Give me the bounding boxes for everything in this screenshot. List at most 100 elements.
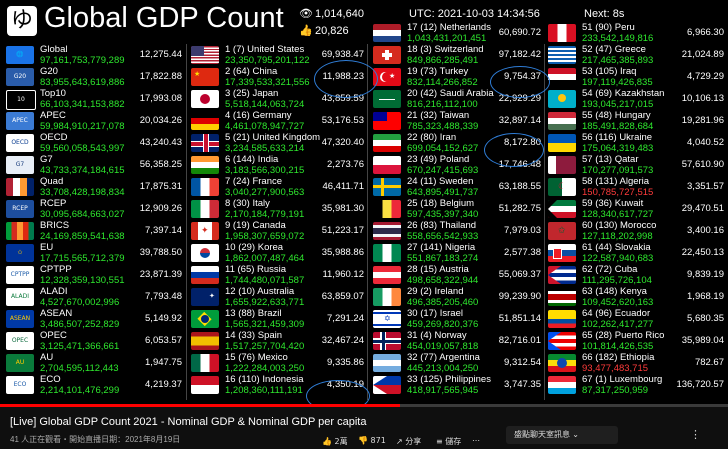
country-rank-name: 10 (29) Korea — [225, 242, 284, 253]
nominal-gdp-value: 459,269,820,376 — [407, 319, 479, 330]
gdp-per-capita-value: 43,859.59 — [321, 93, 364, 104]
like-button[interactable]: 👍 2萬 — [322, 437, 348, 446]
nominal-gdp-value: 97,161,753,779,289 — [40, 55, 125, 66]
country-rank-name: 21 (32) Taiwan — [407, 110, 470, 121]
gdp-per-capita-value: 3,351.57 — [687, 181, 724, 192]
country-rank-name: 13 (88) Brazil — [225, 308, 282, 319]
gdp-per-capita-value: 4,219.37 — [145, 379, 182, 390]
flag-pr-icon — [548, 332, 576, 350]
dislike-button[interactable]: 👎 871 — [358, 436, 386, 445]
nominal-gdp-value: 5,518,144,063,724 — [225, 99, 305, 110]
gdp-per-capita-value: 1,968.19 — [687, 291, 724, 302]
country-row: 64 (96) Ecuador 102,262,417,277 5,680.35 — [548, 308, 724, 330]
flag-il-icon: ✡ — [373, 310, 401, 328]
more-actions-button[interactable]: ⋯ — [472, 436, 480, 445]
gdp-per-capita-value: 29,470.51 — [681, 203, 724, 214]
stream-title: Global GDP Count — [44, 2, 284, 34]
gdp-per-capita-value: 39,788.50 — [139, 247, 182, 258]
country-row: 28 (15) Austria 498,658,322,944 55,069.37 — [373, 264, 541, 286]
flag-tr-icon: ★ — [373, 68, 401, 86]
country-row: 27 (141) Nigeria 551,867,183,274 2,577.38 — [373, 242, 541, 264]
country-rank-name: 8 (30) Italy — [225, 198, 270, 209]
flag-br-icon — [191, 310, 219, 328]
flag-kr-icon — [191, 244, 219, 262]
group-name: OECD — [40, 132, 68, 143]
nominal-gdp-value: 233,542,149,816 — [582, 33, 654, 44]
save-button[interactable]: ≡ 儲存 — [436, 437, 462, 446]
country-rank-name: 11 (65) Russia — [225, 264, 287, 275]
chat-filter-select[interactable]: 盛點聊天室訊息 ⌄ — [506, 426, 618, 444]
country-rank-name: 60 (130) Morocco — [582, 220, 657, 231]
flag-sk-icon — [548, 244, 576, 262]
country-row: 7 (24) France 3,040,277,900,563 46,411.71 — [191, 176, 364, 198]
gdp-per-capita-value: 23,871.39 — [139, 269, 182, 280]
nominal-gdp-value: 175,064,319,483 — [582, 143, 654, 154]
nominal-gdp-value: 1,565,321,459,309 — [225, 319, 305, 330]
flag-th-icon — [373, 222, 401, 240]
flag-tw-icon — [373, 112, 401, 130]
gdp-per-capita-value: 51,223.17 — [321, 225, 364, 236]
nominal-gdp-value: 2,704,595,112,443 — [40, 363, 119, 374]
nominal-gdp-value: 170,277,091,573 — [582, 165, 654, 176]
nominal-gdp-value: 87,317,250,959 — [582, 385, 649, 396]
country-rank-name: 2 (64) China — [225, 66, 278, 77]
flag-us-icon — [191, 46, 219, 64]
nominal-gdp-value: 17,715,565,712,379 — [40, 253, 125, 264]
country-row: 59 (36) Kuwait 128,340,617,727 29,470.51 — [548, 198, 724, 220]
group-row: APEC APEC 59,984,910,217,078 20,034.26 — [6, 110, 182, 132]
column-divider — [544, 44, 545, 400]
country-rank-name: 51 (90) Peru — [582, 22, 635, 33]
nominal-gdp-value: 43,733,374,184,615 — [40, 165, 125, 176]
share-icon: ↗ — [396, 437, 403, 446]
group-row: 10 Top10 66,103,341,153,882 17,993.08 — [6, 88, 182, 110]
nominal-gdp-value: 454,019,057,818 — [407, 341, 479, 352]
group-name: OPEC — [40, 330, 67, 341]
chat-menu-button[interactable]: ⋮ — [690, 428, 701, 441]
nominal-gdp-value: 12,328,359,130,551 — [40, 275, 125, 286]
nominal-gdp-value: 2,170,184,779,191 — [225, 209, 305, 220]
gdp-per-capita-value: 2,577.38 — [504, 247, 541, 258]
group-name: CPTPP — [40, 264, 72, 275]
gdp-per-capita-value: 12,275.44 — [139, 49, 182, 60]
nominal-gdp-value: 816,216,112,100 — [407, 99, 478, 110]
group-name: BRICS — [40, 220, 70, 231]
country-row: 24 (11) Sweden 643,895,491,737 63,188.55 — [373, 176, 541, 198]
g7-logo-icon: G7 — [6, 156, 34, 174]
nominal-gdp-value: 1,517,257,704,420 — [225, 341, 305, 352]
country-row: 67 (1) Luxembourg 87,317,250,959 136,720.5… — [548, 374, 724, 396]
group-row: ✩ EU 17,715,565,712,379 39,788.50 — [6, 242, 182, 264]
nominal-gdp-value: 3,234,585,633,214 — [225, 143, 305, 154]
flag-ru-icon — [191, 266, 219, 284]
country-rank-name: 65 (28) Puerto Rico — [582, 330, 665, 341]
group-row: G7 G7 43,733,374,184,615 56,358.25 — [6, 154, 182, 176]
group-row: G20 G20 83,955,643,619,886 17,822.88 — [6, 66, 182, 88]
progress-fill — [0, 404, 401, 407]
country-rank-name: 22 (80) Iran — [407, 132, 457, 143]
flag-ec-icon — [548, 310, 576, 328]
progress-bar[interactable] — [0, 404, 728, 407]
group-row: ALADI ALADI 4,527,670,002,996 7,793.48 — [6, 286, 182, 308]
nominal-gdp-value: 1,744,480,071,587 — [225, 275, 305, 286]
video-player[interactable]: ゆ Global GDP Count 👁 1,014,640 👍 20,826 UT… — [0, 0, 728, 404]
country-row: 20 (42) Saudi Arabia 816,216,112,100 22,92… — [373, 88, 541, 110]
nominal-gdp-value: 102,262,417,277 — [582, 319, 654, 330]
nominal-gdp-value: 109,452,620,163 — [582, 297, 654, 308]
gdp-per-capita-value: 1,947.75 — [145, 357, 182, 368]
nominal-gdp-value: 3,486,507,252,829 — [40, 319, 120, 330]
gdp-per-capita-value: 4,729.29 — [687, 71, 724, 82]
nominal-gdp-value: 699,054,152,627 — [407, 143, 479, 154]
channel-logo: ゆ — [7, 6, 37, 36]
country-row: ✦ 9 (19) Canada 1,958,307,659,072 51,223.17 — [191, 220, 364, 242]
country-rank-name: 9 (19) Canada — [225, 220, 286, 231]
nominal-gdp-value: 23,350,795,201,122 — [225, 55, 310, 66]
country-rank-name: 16 (110) Indonesia — [225, 374, 304, 385]
apec-logo-icon: APEC — [6, 112, 34, 130]
more-vertical-icon: ⋮ — [690, 428, 701, 441]
share-button[interactable]: ↗ 分享 — [396, 437, 422, 446]
flag-gb-icon — [191, 134, 219, 152]
flag-ph-icon — [373, 376, 401, 394]
group-name: EU — [40, 242, 54, 253]
gdp-per-capita-value: 99,239.90 — [498, 291, 541, 302]
column-divider — [186, 44, 187, 400]
nominal-gdp-value: 217,465,385,893 — [582, 55, 654, 66]
